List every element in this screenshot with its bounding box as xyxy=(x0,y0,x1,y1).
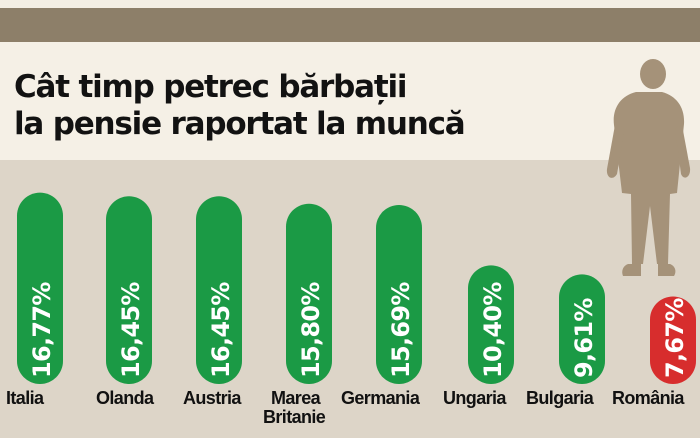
category-label-3: Marea Britanie xyxy=(263,388,326,427)
bar-4 xyxy=(376,204,422,384)
bar-value-label-7: 7,67% xyxy=(661,298,689,378)
category-label-7: România xyxy=(612,388,685,408)
category-label-1: Olanda xyxy=(96,388,155,408)
bar-value-label-0: 16,77% xyxy=(28,282,56,378)
chart-title: Cât timp petrec bărbații la pensie rapor… xyxy=(14,69,466,142)
bar-7 xyxy=(650,296,696,384)
bar-2 xyxy=(196,196,242,384)
bar-value-label-1: 16,45% xyxy=(117,282,145,378)
category-label-2: Austria xyxy=(183,388,242,408)
bar-5 xyxy=(468,265,514,384)
category-label-6: Bulgaria xyxy=(526,388,595,408)
bar-value-label-3: 15,80% xyxy=(297,282,325,378)
bar-1 xyxy=(106,196,152,384)
bar-3 xyxy=(286,203,332,384)
bar-value-label-4: 15,69% xyxy=(387,282,415,378)
category-label-5: Ungaria xyxy=(443,388,507,408)
category-label-0: Italia xyxy=(6,388,45,408)
bar-value-label-5: 10,40% xyxy=(479,282,507,378)
bar-0 xyxy=(17,192,63,384)
bar-value-label-6: 9,61% xyxy=(570,298,598,378)
title-band xyxy=(0,42,700,160)
bar-6 xyxy=(559,274,605,384)
top-strip xyxy=(0,8,700,42)
category-label-4: Germania xyxy=(341,388,421,408)
bar-value-label-2: 16,45% xyxy=(207,282,235,378)
